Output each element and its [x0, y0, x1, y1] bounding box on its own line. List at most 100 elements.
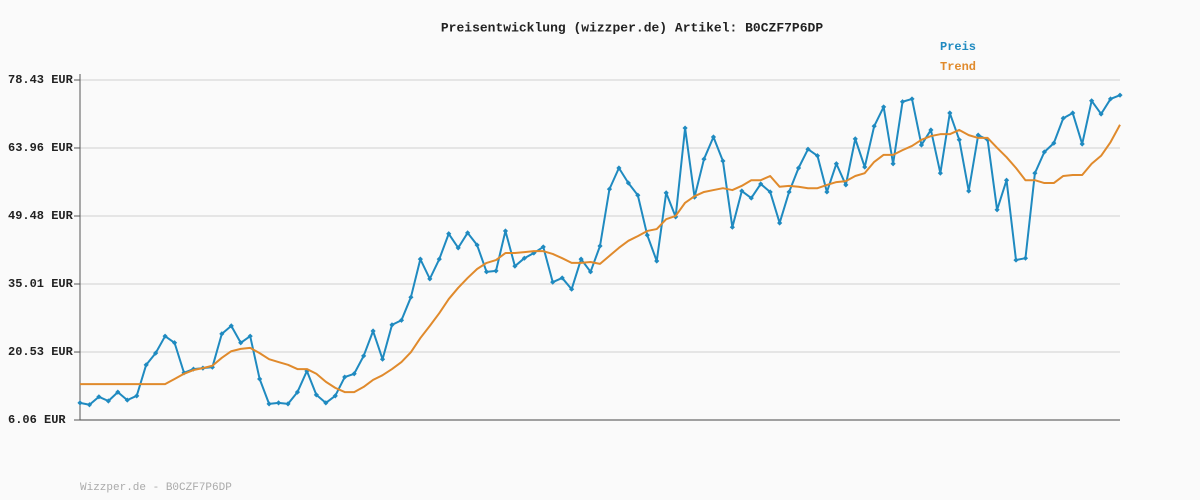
y-tick-label: 20.53 EUR: [8, 345, 74, 359]
plot-area: 6.06 EUR 20.53 EUR 35.01 EUR 49.48 EUR 63.96…: [8, 73, 1123, 427]
data-point: [342, 374, 348, 380]
data-point: [701, 156, 707, 162]
data-point: [1032, 170, 1038, 176]
data-point: [398, 317, 405, 323]
series-line: [80, 124, 1121, 394]
chart-title: Preisentwicklung (wizzper.de) Artikel: B…: [441, 20, 823, 35]
data-point: [682, 125, 688, 131]
data-point: [455, 245, 461, 251]
data-point: [540, 244, 546, 250]
data-point: [465, 230, 471, 236]
data-point: [966, 188, 972, 194]
data-point: [578, 256, 584, 262]
data-point: [1013, 257, 1019, 263]
data-point: [890, 161, 896, 167]
data-point: [1098, 111, 1104, 117]
data-point: [162, 333, 168, 339]
y-tick-label: 35.01 EUR: [8, 277, 74, 291]
data-point: [493, 268, 499, 274]
data-point: [899, 99, 906, 105]
data-point: [304, 368, 310, 374]
data-point: [275, 400, 282, 406]
legend-label: Preis: [940, 40, 976, 54]
data-point: [285, 401, 291, 407]
data-point: [975, 132, 981, 138]
data-point: [947, 110, 953, 116]
footer: Wizzper.de - B0CZF7P6DP: [80, 482, 232, 494]
data-point: [257, 376, 263, 382]
data-point: [616, 165, 622, 171]
data-point: [124, 397, 130, 403]
data-point: [956, 137, 962, 143]
data-point: [814, 153, 821, 159]
data-point: [86, 402, 93, 408]
data-point: [294, 389, 301, 395]
data-point: [833, 161, 839, 167]
data-point: [720, 158, 726, 164]
y-tick-label: 63.96 EUR: [8, 141, 74, 155]
data-point: [389, 322, 395, 328]
data-point: [115, 389, 121, 395]
data-point: [379, 356, 386, 362]
data-point: [1107, 96, 1114, 102]
data-point: [238, 340, 244, 346]
data-point: [843, 182, 849, 188]
data-point: [606, 186, 613, 192]
data-point: [871, 123, 877, 129]
data-point: [209, 364, 215, 370]
data-point: [635, 192, 641, 198]
data-point: [332, 393, 338, 399]
data-point: [1022, 255, 1029, 261]
data-point: [569, 286, 575, 292]
legend-label: Trend: [940, 60, 976, 74]
data-point: [824, 189, 830, 195]
data-point: [1051, 140, 1057, 146]
data-point: [474, 242, 480, 248]
data-point: [1003, 177, 1010, 183]
data-point: [512, 263, 518, 269]
data-point: [862, 164, 868, 170]
data-point: [361, 353, 367, 359]
data-point: [228, 323, 234, 329]
data-point: [153, 350, 159, 356]
data-point: [1117, 92, 1123, 98]
data-point: [748, 195, 754, 201]
data-point: [777, 220, 783, 226]
data-point: [1070, 110, 1076, 116]
data-point: [758, 181, 764, 187]
data-point: [171, 340, 178, 346]
data-point: [502, 228, 509, 234]
data-point: [852, 136, 858, 142]
data-point: [351, 371, 357, 377]
data-point: [805, 146, 811, 152]
data-point: [313, 392, 319, 398]
data-point: [247, 333, 253, 339]
data-point: [134, 393, 140, 399]
data-point: [729, 224, 735, 230]
data-point: [436, 256, 442, 262]
data-point: [710, 134, 717, 140]
data-point: [663, 190, 669, 196]
data-point: [597, 243, 603, 249]
data-point: [1060, 115, 1066, 121]
data-point: [739, 188, 745, 194]
data-point: [767, 189, 773, 195]
data-point: [427, 276, 433, 282]
data-point: [266, 401, 272, 407]
data-point: [446, 231, 452, 237]
data-point: [909, 96, 915, 102]
data-point: [323, 400, 329, 406]
data-point: [937, 170, 943, 176]
data-point: [559, 275, 565, 281]
data-point: [143, 362, 149, 368]
data-point: [1079, 141, 1085, 147]
data-point: [370, 328, 376, 334]
y-tick-label: 6.06 EUR: [8, 413, 66, 427]
y-tick-label: 78.43 EUR: [8, 73, 74, 87]
data-point: [786, 189, 792, 195]
data-point: [918, 142, 925, 148]
data-point: [96, 394, 102, 400]
data-point: [644, 232, 650, 238]
